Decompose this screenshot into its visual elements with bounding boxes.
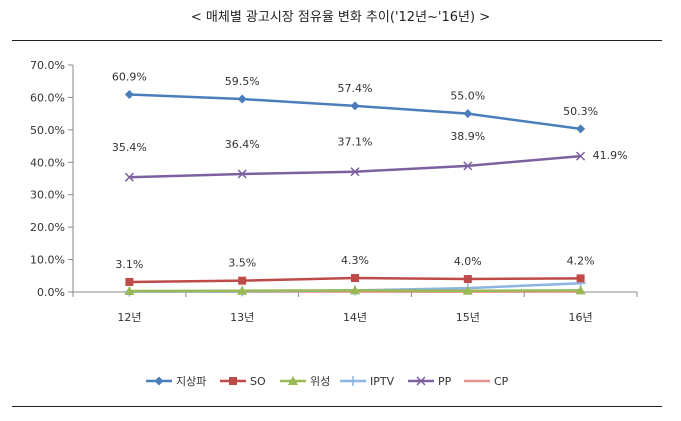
legend-label: SO — [250, 375, 266, 388]
data-point — [124, 172, 134, 182]
legend-marker — [154, 376, 164, 386]
data-label: 3.1% — [115, 258, 143, 271]
data-label: 38.9% — [450, 130, 485, 143]
data-label: 37.1% — [338, 136, 373, 149]
data-point — [463, 161, 473, 171]
legend-item: 지상파 — [146, 375, 206, 388]
data-label: 4.2% — [567, 254, 595, 267]
series-line — [129, 154, 581, 179]
y-tick-label: 70.0% — [30, 59, 65, 72]
series-line — [129, 93, 581, 131]
data-point — [576, 124, 586, 134]
data-label: 36.4% — [225, 138, 260, 151]
data-point — [124, 286, 135, 296]
data-point — [125, 277, 134, 286]
data-label: 41.9% — [593, 149, 628, 162]
data-label: 60.9% — [112, 71, 147, 84]
data-label: 4.3% — [341, 254, 369, 267]
y-tick-label: 30.0% — [30, 189, 65, 202]
chart-title: < 매체별 광고시장 점유율 변화 추이('12년~'16년) > — [190, 10, 491, 25]
legend-item: IPTV — [340, 375, 395, 388]
bottom-rule — [12, 406, 662, 407]
x-tick-label: 14년 — [343, 311, 367, 324]
data-point — [350, 101, 360, 111]
legend-item: 위성 — [280, 375, 330, 388]
data-point — [124, 90, 134, 100]
data-point — [350, 285, 360, 295]
data-point — [237, 285, 248, 295]
data-label: 4.0% — [454, 255, 482, 268]
y-tick-label: 10.0% — [30, 254, 65, 267]
data-label: 59.5% — [225, 75, 260, 88]
data-point — [350, 167, 360, 177]
legend-label: IPTV — [370, 375, 395, 388]
series-위성 — [124, 285, 586, 296]
x-tick-label: 15년 — [456, 311, 480, 324]
data-label: 57.4% — [338, 82, 373, 95]
legend-marker — [288, 376, 298, 385]
y-tick-label: 50.0% — [30, 124, 65, 137]
top-rule — [12, 40, 662, 41]
data-point — [463, 109, 473, 119]
data-point — [463, 275, 472, 284]
legend-label: PP — [438, 375, 452, 388]
series-지상파 — [124, 90, 586, 134]
y-tick-label: 40.0% — [30, 156, 65, 169]
data-point — [237, 94, 247, 104]
legend-marker — [416, 376, 426, 386]
data-label: 55.0% — [450, 90, 485, 103]
data-point — [238, 276, 247, 285]
data-point — [576, 151, 586, 161]
x-tick-label: 12년 — [117, 311, 141, 324]
legend-item: PP — [408, 375, 452, 388]
y-tick-label: 60.0% — [30, 91, 65, 104]
data-point — [237, 169, 247, 179]
data-point — [575, 285, 586, 295]
legend-label: CP — [494, 375, 509, 388]
legend-label: 지상파 — [176, 375, 206, 388]
legend-marker — [348, 376, 358, 386]
data-point — [351, 274, 359, 283]
x-tick-label: 16년 — [569, 311, 593, 324]
data-label: 50.3% — [563, 105, 598, 118]
legend-marker — [229, 377, 237, 385]
y-tick-label: 20.0% — [30, 221, 65, 234]
y-tick-label: 0.0% — [37, 286, 65, 299]
x-tick-label: 13년 — [230, 311, 254, 324]
series-SO — [125, 274, 585, 286]
data-label: 35.4% — [112, 141, 147, 154]
legend-item: SO — [220, 375, 266, 388]
legend-item: CP — [464, 375, 509, 388]
series-PP — [124, 151, 586, 182]
data-point — [462, 285, 473, 295]
data-label: 3.5% — [228, 257, 256, 270]
legend-label: 위성 — [310, 375, 330, 388]
data-point — [576, 274, 585, 283]
